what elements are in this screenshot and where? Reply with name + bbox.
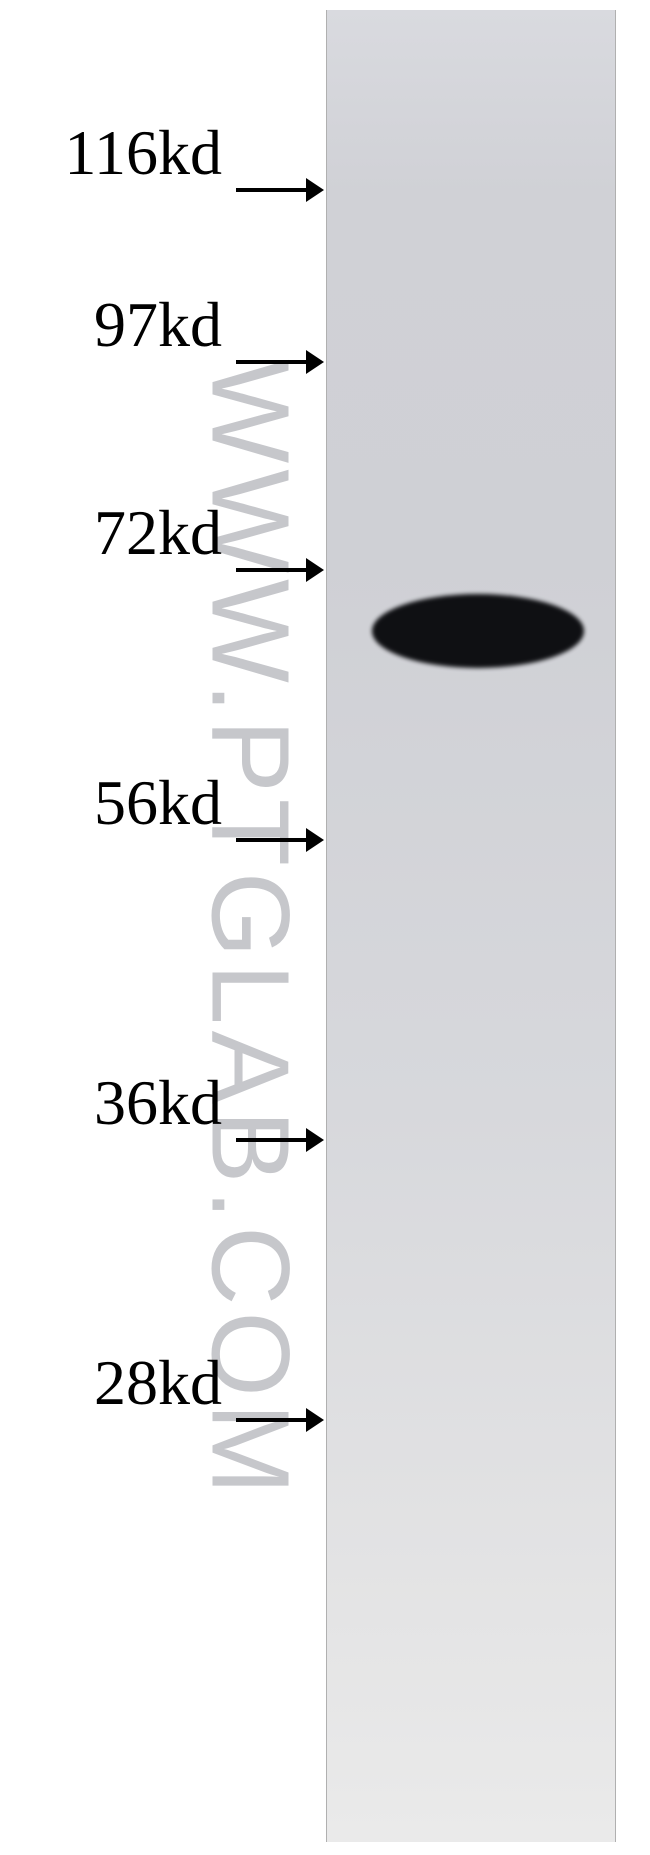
mw-marker-label: 97kd [0,288,222,362]
mw-marker-label: 116kd [0,116,222,190]
blot-lane [326,10,616,1842]
arrow-right-icon [236,1128,324,1152]
arrow-right-icon [236,1408,324,1432]
mw-marker-label: 28kd [0,1346,222,1420]
protein-band [372,594,584,668]
mw-marker-label: 36kd [0,1066,222,1140]
arrow-right-icon [236,828,324,852]
mw-marker-label: 72kd [0,496,222,570]
arrow-right-icon [236,178,324,202]
mw-marker-label: 56kd [0,766,222,840]
western-blot-figure: WWW.PTGLAB.COM 116kd97kd72kd56kd36kd28kd [0,0,650,1855]
blot-lane-background [327,10,615,1842]
arrow-right-icon [236,558,324,582]
blot-lane-inner [327,10,615,1842]
arrow-right-icon [236,350,324,374]
